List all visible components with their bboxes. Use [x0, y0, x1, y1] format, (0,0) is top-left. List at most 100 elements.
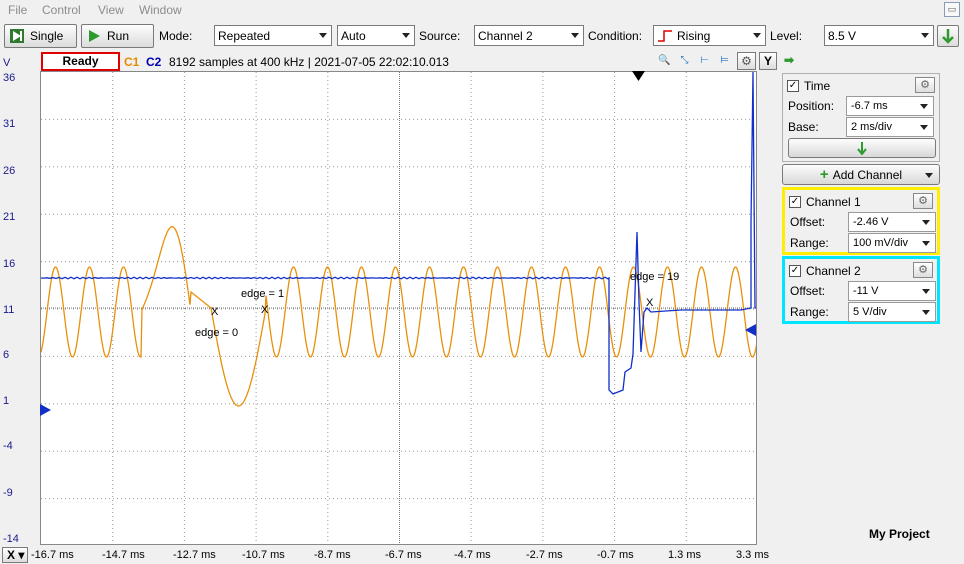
- ch2-offset-value: -11 V: [853, 285, 879, 297]
- chevron-down-icon: [402, 33, 410, 38]
- toolbar: Single Run Mode:: [0, 22, 964, 50]
- condition-label: Condition:: [588, 29, 643, 43]
- add-channel-button[interactable]: + Add Channel: [782, 164, 940, 185]
- menu-file[interactable]: File: [8, 3, 28, 17]
- chevron-down-icon: [922, 310, 930, 315]
- ch2-offset-marker-icon[interactable]: [40, 404, 52, 416]
- level-select[interactable]: 8.5 V: [824, 25, 934, 46]
- source-select[interactable]: Channel 2: [474, 25, 584, 46]
- ch2-range-label: Range:: [790, 305, 829, 319]
- menu-control[interactable]: Control: [42, 3, 81, 17]
- ch2-range-select[interactable]: 5 V/div: [848, 302, 936, 322]
- y-tick-label: 6: [3, 349, 10, 361]
- edge-marker: X: [646, 297, 654, 309]
- edge-marker: X: [261, 304, 269, 316]
- rising-edge-icon: [658, 29, 672, 42]
- x-axis-button[interactable]: X ▾: [2, 547, 28, 563]
- ch1-offset-value: -2.46 V: [853, 216, 889, 228]
- condition-select[interactable]: Rising: [653, 25, 766, 46]
- y-axis-button[interactable]: Y: [759, 52, 777, 70]
- chevron-down-icon: [319, 33, 327, 38]
- channel1-group: ✓ Channel 1 ⚙ Offset: -2.46 V Range: 100 …: [782, 187, 940, 255]
- single-button[interactable]: Single: [4, 24, 77, 48]
- time-checkbox[interactable]: ✓: [787, 80, 799, 92]
- y-tick-label: 36: [3, 72, 16, 84]
- zoom-out-icon[interactable]: ⊢: [700, 55, 709, 66]
- ch1-offset-select[interactable]: -2.46 V: [848, 212, 936, 232]
- gear-icon[interactable]: ⚙: [737, 52, 756, 70]
- trigger-position-marker-icon[interactable]: [632, 71, 646, 81]
- project-name: My Project: [869, 527, 930, 541]
- arrow-down-icon: [942, 29, 954, 44]
- gear-icon[interactable]: ⚙: [913, 193, 933, 209]
- auto-select[interactable]: Auto: [337, 25, 415, 46]
- x-tick-label: -12.7 ms: [173, 549, 216, 561]
- y-tick-label: -9: [3, 487, 13, 499]
- collapse-panel-icon[interactable]: ➡: [784, 53, 795, 67]
- edge-marker: X: [211, 306, 219, 318]
- x-tick-label: -0.7 ms: [597, 549, 634, 561]
- chevron-down-icon: [571, 33, 579, 38]
- zoom-fit-icon[interactable]: ⤡: [680, 55, 689, 66]
- x-tick-label: -2.7 ms: [526, 549, 563, 561]
- apply-level-button[interactable]: [937, 25, 959, 47]
- chevron-down-icon: [753, 33, 761, 38]
- chevron-down-icon: [921, 33, 929, 38]
- restore-window-button[interactable]: ▭: [944, 2, 960, 17]
- run-label: Run: [107, 29, 130, 43]
- chevron-down-icon: [920, 125, 928, 130]
- settings-panel: ✓ Time ⚙ Position: -6.7 ms Base: 2 ms/div…: [781, 71, 964, 564]
- position-value: -6.7 ms: [851, 100, 888, 112]
- edge-1-annotation: edge = 1: [241, 288, 284, 300]
- c2-tag[interactable]: C2: [146, 55, 162, 69]
- channel1-checkbox-row[interactable]: ✓ Channel 1: [789, 195, 861, 209]
- zoom-reset-icon[interactable]: ⊨: [720, 55, 729, 66]
- x-tick-label: -8.7 ms: [314, 549, 351, 561]
- gear-icon[interactable]: ⚙: [913, 262, 933, 278]
- gear-icon[interactable]: ⚙: [915, 77, 935, 93]
- channel2-checkbox[interactable]: ✓: [789, 265, 801, 277]
- ch2-offset-select[interactable]: -11 V: [848, 281, 936, 301]
- x-tick-label: -16.7 ms: [31, 549, 74, 561]
- mode-label: Mode:: [159, 29, 193, 43]
- ch2-range-value: 5 V/div: [853, 306, 887, 318]
- y-tick-label: 1: [3, 395, 10, 407]
- channel1-checkbox[interactable]: ✓: [789, 196, 801, 208]
- time-checkbox-row[interactable]: ✓ Time: [787, 79, 830, 93]
- play-icon: [89, 30, 100, 42]
- y-tick-label: 16: [3, 258, 16, 270]
- ch1-range-select[interactable]: 100 mV/div: [848, 233, 936, 253]
- trigger-level-marker-icon[interactable]: [745, 324, 757, 336]
- channel2-label: Channel 2: [806, 264, 861, 278]
- position-select[interactable]: -6.7 ms: [846, 96, 934, 116]
- y-tick-label: 21: [3, 211, 16, 223]
- zoom-icon[interactable]: 🔍: [658, 55, 671, 66]
- base-value: 2 ms/div: [851, 121, 892, 133]
- menu-view[interactable]: View: [98, 3, 124, 17]
- arrow-down-icon: [857, 142, 867, 155]
- y-tick-label: -4: [3, 440, 13, 452]
- run-button[interactable]: Run: [81, 24, 154, 48]
- base-label: Base:: [788, 120, 819, 134]
- channel2-checkbox-row[interactable]: ✓ Channel 2: [789, 264, 861, 278]
- x-tick-label: -10.7 ms: [242, 549, 285, 561]
- level-label: Level:: [770, 29, 803, 43]
- chevron-down-icon: [925, 173, 933, 178]
- chevron-down-icon: [922, 220, 930, 225]
- apply-time-button[interactable]: [788, 138, 936, 158]
- mode-select[interactable]: Repeated: [214, 25, 332, 46]
- y-tick-label: 11: [3, 304, 15, 316]
- auto-value: Auto: [341, 28, 366, 43]
- mode-value: Repeated: [218, 28, 271, 43]
- x-tick-label: -14.7 ms: [102, 549, 145, 561]
- base-select[interactable]: 2 ms/div: [846, 117, 934, 137]
- add-channel-label: Add Channel: [832, 167, 903, 182]
- c1-tag[interactable]: C1: [124, 55, 140, 69]
- y-tick-label: -14: [3, 533, 19, 545]
- source-value: Channel 2: [478, 28, 533, 43]
- y-tick-label: 26: [3, 165, 16, 177]
- x-axis-button-label: X: [7, 548, 16, 562]
- menu-window[interactable]: Window: [139, 3, 182, 17]
